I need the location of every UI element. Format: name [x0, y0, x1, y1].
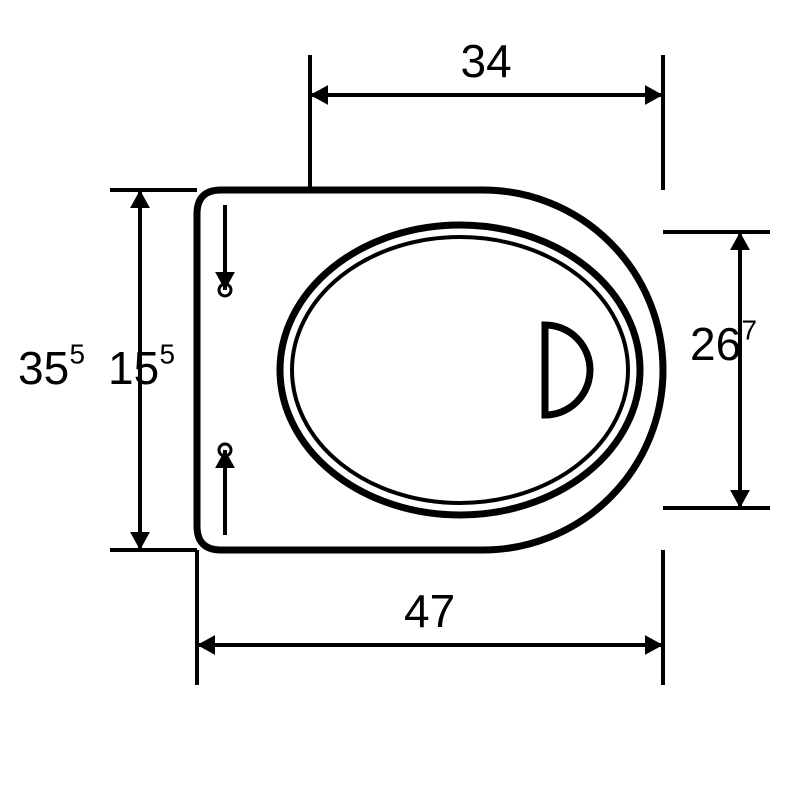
svg-text:35: 35 — [18, 342, 69, 394]
seat-ring-outer — [280, 225, 640, 515]
svg-text:34: 34 — [461, 35, 512, 87]
svg-text:5: 5 — [160, 338, 176, 369]
svg-text:47: 47 — [404, 585, 455, 637]
seat-ring-inner — [292, 237, 628, 503]
svg-text:26: 26 — [690, 318, 741, 370]
lid-handle — [545, 325, 590, 415]
svg-text:7: 7 — [742, 314, 758, 345]
svg-text:5: 5 — [70, 338, 86, 369]
svg-text:15: 15 — [108, 342, 159, 394]
